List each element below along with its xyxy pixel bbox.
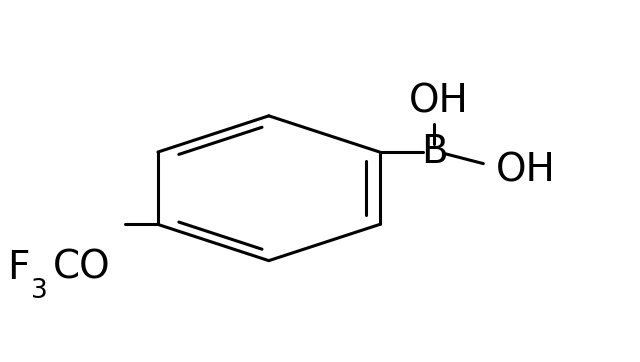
Text: OH: OH	[495, 151, 556, 189]
Text: OH: OH	[409, 83, 469, 120]
Text: CO: CO	[53, 249, 111, 287]
Text: B: B	[420, 133, 447, 171]
Text: 3: 3	[31, 278, 48, 304]
Text: F: F	[8, 249, 30, 287]
